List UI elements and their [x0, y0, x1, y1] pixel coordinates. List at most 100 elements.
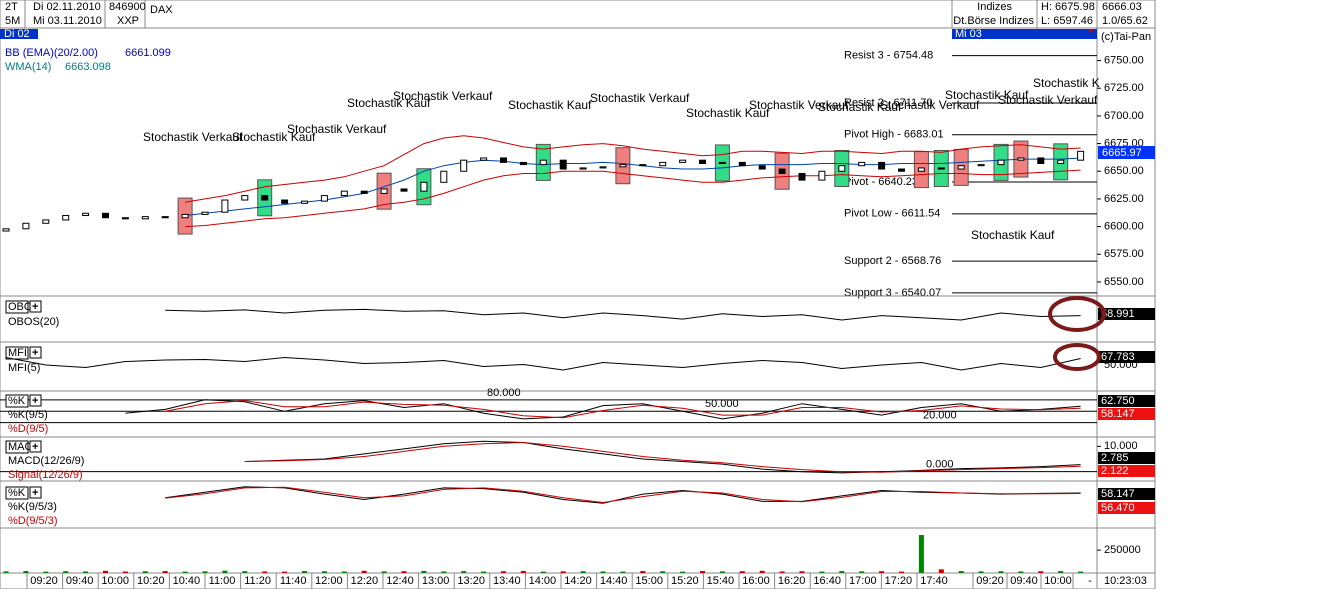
candle [519, 161, 527, 166]
time-label: 17:40 [920, 575, 948, 587]
volume-bar [23, 570, 29, 573]
candle [858, 161, 866, 167]
time-label: 11:40 [280, 575, 307, 587]
volume-bar [441, 571, 447, 573]
k3-line [165, 486, 1081, 504]
candle [2, 228, 10, 232]
panel-box-label: MFI [8, 347, 27, 359]
candle [420, 181, 428, 192]
volume-bar [1038, 571, 1044, 573]
annotation: Stochastik Kauf [945, 88, 1029, 102]
time-label: 12:40 [386, 575, 414, 587]
y-tick-label: 6725.00 [1104, 82, 1144, 94]
value-label: 62.750 [1101, 395, 1135, 407]
candle [320, 195, 328, 202]
volume-bar [640, 571, 646, 573]
expand-btn[interactable] [29, 486, 42, 499]
time-label: 13:40 [493, 575, 521, 587]
symbol: DAX [150, 4, 173, 16]
volume-bar [421, 570, 427, 573]
interval: 5M [5, 15, 20, 27]
volume-bar [501, 571, 506, 573]
level-label: 80.000 [487, 387, 521, 399]
candle [1077, 150, 1085, 161]
expand-btn[interactable] [29, 440, 42, 453]
candle [141, 216, 149, 220]
expand-btn[interactable] [29, 300, 42, 313]
volume-bar [520, 570, 526, 573]
panel-label: %D(9/5/3) [8, 515, 58, 527]
time-label: 09:20 [976, 575, 1004, 587]
candle [997, 159, 1005, 166]
candle [599, 166, 607, 169]
period: 2T [5, 1, 18, 13]
candle [201, 211, 209, 215]
time-label: 10:40 [173, 575, 201, 587]
candle [917, 167, 925, 172]
expand-btn[interactable] [29, 346, 42, 359]
last: 6666.03 [1102, 1, 1142, 13]
annotation: Stochastik Verkauf [287, 122, 387, 136]
volume-bar [680, 571, 686, 573]
volume-bar [381, 571, 387, 573]
panel-label: %D(9/5) [8, 423, 48, 435]
candle [1017, 157, 1025, 161]
candle [1057, 159, 1065, 165]
value-box [1098, 488, 1155, 500]
value-box [1098, 408, 1155, 420]
time-label: 12:00 [315, 575, 343, 587]
volume-bar [799, 571, 805, 573]
annotation: Stochastik Kauf [686, 106, 770, 120]
level-label: 10.000 [1104, 440, 1138, 452]
candle [957, 165, 965, 170]
candle [400, 188, 408, 192]
expand-btn[interactable] [29, 394, 42, 407]
panel-box [5, 300, 29, 314]
day-marker: Di 02 [4, 28, 30, 40]
copyright: (c)Tai-Pan [1101, 31, 1151, 43]
volume-bar [759, 570, 765, 573]
volume-bar [321, 571, 327, 573]
volume-bar [142, 571, 148, 573]
value-box [1098, 395, 1155, 407]
candle [380, 188, 388, 194]
candle [241, 195, 249, 201]
bb-lower [185, 169, 1081, 228]
y-tick-label: 6550.00 [1104, 276, 1144, 288]
volume-bar [43, 571, 49, 573]
candle [42, 219, 50, 224]
k-line [125, 399, 1081, 420]
day-marker-bg [952, 29, 1097, 39]
candle [659, 161, 667, 167]
time-label: 12:20 [351, 575, 379, 587]
y-tick-label: 6700.00 [1104, 110, 1144, 122]
value-label: 67.783 [1101, 351, 1135, 363]
candle [838, 165, 846, 172]
annotation: Stochastik Verkauf [880, 98, 980, 112]
value-box [1098, 351, 1155, 363]
candle [121, 217, 129, 220]
panel-label: %K(9/5/3) [8, 501, 57, 513]
candle [480, 157, 488, 161]
candle [360, 190, 368, 194]
day-marker: Mi 03 [955, 28, 982, 40]
exchange: XXP [117, 15, 139, 27]
candle [579, 167, 587, 170]
volume-bar [859, 571, 865, 573]
bb-label: BB (EMA)(20/2.00) [5, 47, 98, 59]
highlight [1053, 343, 1101, 371]
time-label: 13:00 [422, 575, 450, 587]
macd-line [244, 440, 1081, 474]
time-label: 16:40 [813, 575, 841, 587]
annotation: Stochastik Verkauf [590, 91, 690, 105]
panel-label: MFI(5) [8, 362, 40, 374]
obos-line [165, 308, 1081, 321]
volume-bar [481, 571, 487, 573]
panel-label: MACD(12/26/9) [8, 455, 84, 467]
panel-box-label: %K [8, 487, 26, 499]
time-label: 13:20 [457, 575, 485, 587]
volume-bar [918, 535, 924, 573]
current-price: 6665.97 [1102, 147, 1142, 159]
candle [221, 199, 229, 213]
